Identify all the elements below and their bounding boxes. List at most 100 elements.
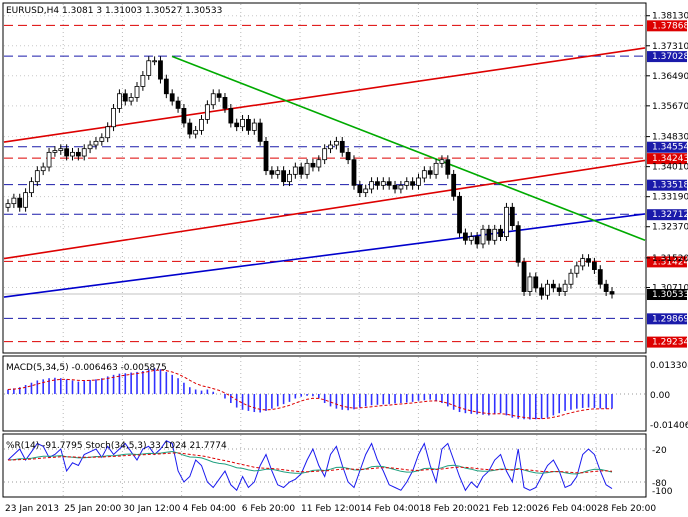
- level-label: 1.32712: [652, 210, 688, 220]
- time-label: 26 Feb 04:00: [538, 504, 597, 514]
- macd-scale-zero: 0.00: [650, 391, 670, 401]
- candle-body: [251, 122, 257, 131]
- candle-body: [597, 269, 603, 285]
- time-label: 25 Jan 20:00: [64, 504, 121, 514]
- osc-scale-top: -20: [652, 446, 667, 456]
- main-panel[interactable]: [2, 2, 647, 354]
- candle-body: [568, 272, 574, 285]
- macd-signal-line: [7, 369, 612, 420]
- candle-body: [462, 232, 468, 241]
- time-label: 30 Jan 12:00: [123, 504, 180, 514]
- time-axis: 23 Jan 2013 25 Jan 20:00 30 Jan 12:00 4 Feb…: [5, 504, 656, 514]
- candle-body: [246, 118, 251, 131]
- osc-scale-bottom: -100: [652, 487, 673, 497]
- level-label: 1.34243: [652, 154, 688, 164]
- candle-body: [363, 188, 369, 194]
- candle-body: [609, 291, 615, 295]
- level-label: 1.33518: [652, 181, 688, 191]
- level-tag: [647, 313, 687, 325]
- candle-body: [228, 108, 234, 124]
- oscillator-panel[interactable]: [2, 433, 647, 498]
- candle-body: [556, 287, 562, 292]
- candle-body: [310, 162, 316, 168]
- level-tag: [647, 51, 687, 63]
- price-tick-label: 1.31520: [652, 254, 688, 264]
- level-label: 1.37028: [652, 52, 688, 62]
- price-tick-label: 1.34830: [652, 133, 688, 143]
- macd-scale-top: 0.013308: [650, 361, 688, 371]
- candle-body: [87, 144, 93, 150]
- candle-body: [117, 93, 122, 109]
- candle-body: [292, 166, 298, 175]
- candle-body: [392, 184, 398, 190]
- horizontal-grid: [4, 15, 645, 289]
- candle-body: [533, 276, 539, 289]
- candle-body: [222, 97, 228, 109]
- time-label: 11 Feb 12:00: [301, 504, 360, 514]
- symbol-title: EURUSD,H4: [6, 6, 59, 16]
- ohlc-readout: 1.3081 3 1.31003 1.30527 1.30533: [62, 6, 222, 16]
- time-label: 28 Feb 20:00: [597, 504, 656, 514]
- candle-body: [210, 93, 216, 106]
- candle-body: [99, 137, 105, 142]
- candle-body: [316, 159, 322, 168]
- osc-scale-mid: -80: [652, 479, 667, 489]
- candle-body: [187, 122, 193, 135]
- candle-body: [169, 93, 175, 102]
- level-label: 1.34554: [652, 143, 688, 153]
- time-label: 4 Feb 04:00: [183, 504, 237, 514]
- candle-body: [134, 86, 140, 98]
- level-tag: [647, 20, 687, 32]
- candle-body: [527, 276, 533, 292]
- time-label: 6 Feb 20:00: [242, 504, 296, 514]
- candle-body: [40, 166, 46, 172]
- candle-body: [281, 170, 287, 183]
- candle-body: [416, 177, 421, 186]
- time-label: 14 Feb 04:00: [360, 504, 419, 514]
- candle-body: [70, 151, 75, 157]
- candle-body: [498, 228, 503, 238]
- price-tick-label: 1.37310: [652, 42, 688, 52]
- candle-body: [580, 258, 586, 267]
- price-tick-label: 1.34010: [652, 163, 688, 173]
- candle-body: [492, 228, 498, 241]
- candle-body: [386, 181, 392, 186]
- candle-body: [333, 140, 339, 146]
- green-trend-line: [171, 55, 646, 242]
- candle-body: [105, 126, 111, 139]
- candle-body: [52, 150, 58, 153]
- time-label: 18 Feb 20:00: [419, 504, 478, 514]
- level-tag: [647, 141, 687, 153]
- candle-body: [398, 184, 404, 190]
- candle-body: [216, 93, 222, 98]
- current-price-label: 1.30533: [652, 290, 688, 300]
- candle-body: [427, 170, 433, 175]
- williams-r-line: [7, 440, 613, 492]
- level-tag: [647, 336, 687, 348]
- candle-body: [75, 151, 81, 157]
- candle-body: [375, 181, 380, 186]
- candle-body: [122, 93, 128, 102]
- trend-lines: [3, 47, 646, 298]
- candle-body: [545, 283, 550, 296]
- candle-body: [240, 118, 245, 128]
- candle-body: [509, 206, 515, 227]
- candle-body: [23, 192, 28, 208]
- candle-body: [445, 159, 451, 175]
- candle-body: [64, 148, 70, 157]
- candle-body: [457, 195, 462, 234]
- candle-body: [287, 173, 292, 183]
- candle-body: [199, 118, 204, 131]
- candle-body: [345, 151, 351, 161]
- candle-body: [474, 236, 480, 245]
- candle-body: [322, 148, 328, 161]
- candle-body: [93, 140, 99, 146]
- candle-body: [404, 181, 410, 186]
- candles: [5, 56, 615, 300]
- candle-body: [480, 228, 486, 245]
- candle-body: [152, 60, 158, 63]
- candle-body: [58, 148, 64, 151]
- level-tag: [647, 153, 687, 165]
- candle-body: [181, 108, 187, 124]
